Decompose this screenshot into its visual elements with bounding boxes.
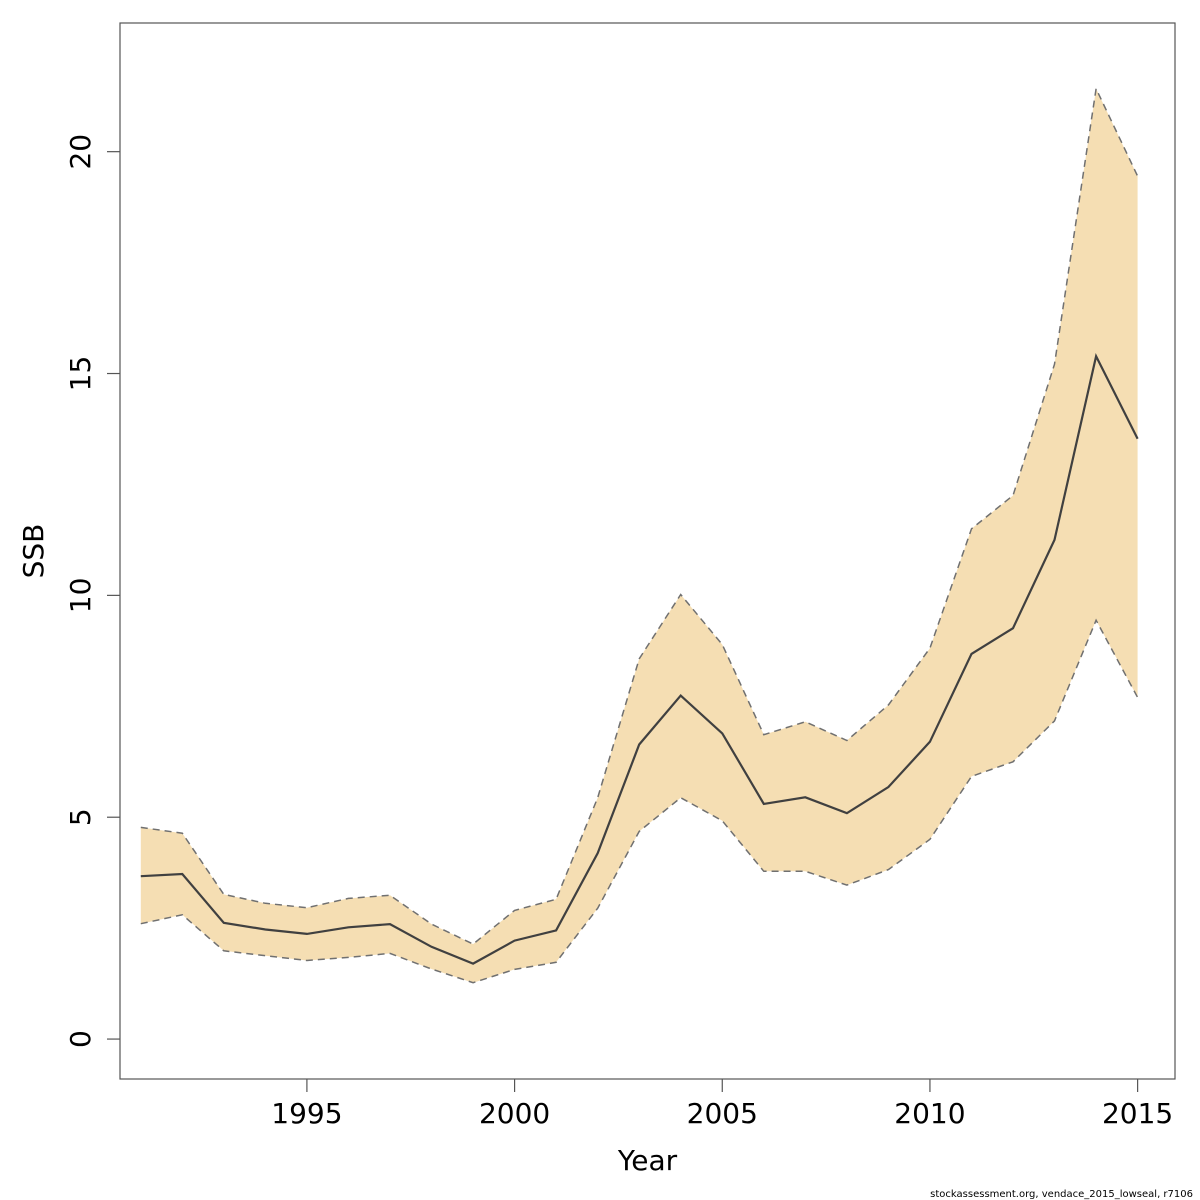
y-tick-label: 20 (64, 134, 97, 170)
y-tick-label: 5 (64, 808, 97, 826)
x-tick-label: 2010 (894, 1097, 965, 1130)
footer-credit: stockassessment.org, vendace_2015_lowsea… (930, 1189, 1193, 1200)
x-tick-label: 2015 (1102, 1097, 1173, 1130)
x-axis: 1995 2000 2005 2010 2015 (271, 1079, 1173, 1130)
plot-frame (119, 22, 1176, 1080)
confidence-band-area (140, 88, 1138, 983)
x-tick-label: 2000 (479, 1097, 550, 1130)
y-tick-label: 15 (64, 356, 97, 392)
y-axis: 0 5 10 15 20 (64, 134, 120, 1048)
estimate-line-layer (140, 86, 1139, 984)
x-tick-label: 2005 (687, 1097, 758, 1130)
confidence-band-layer (140, 88, 1138, 983)
ssb-estimate-line (140, 352, 1139, 965)
upper-bound-line (140, 86, 1139, 945)
x-axis-title: Year (617, 1144, 678, 1177)
lower-bound-line (140, 618, 1139, 984)
y-tick-label: 0 (64, 1030, 97, 1048)
y-axis-title: SSB (17, 524, 50, 579)
y-tick-label: 10 (64, 578, 97, 614)
x-tick-label: 1995 (271, 1097, 342, 1130)
